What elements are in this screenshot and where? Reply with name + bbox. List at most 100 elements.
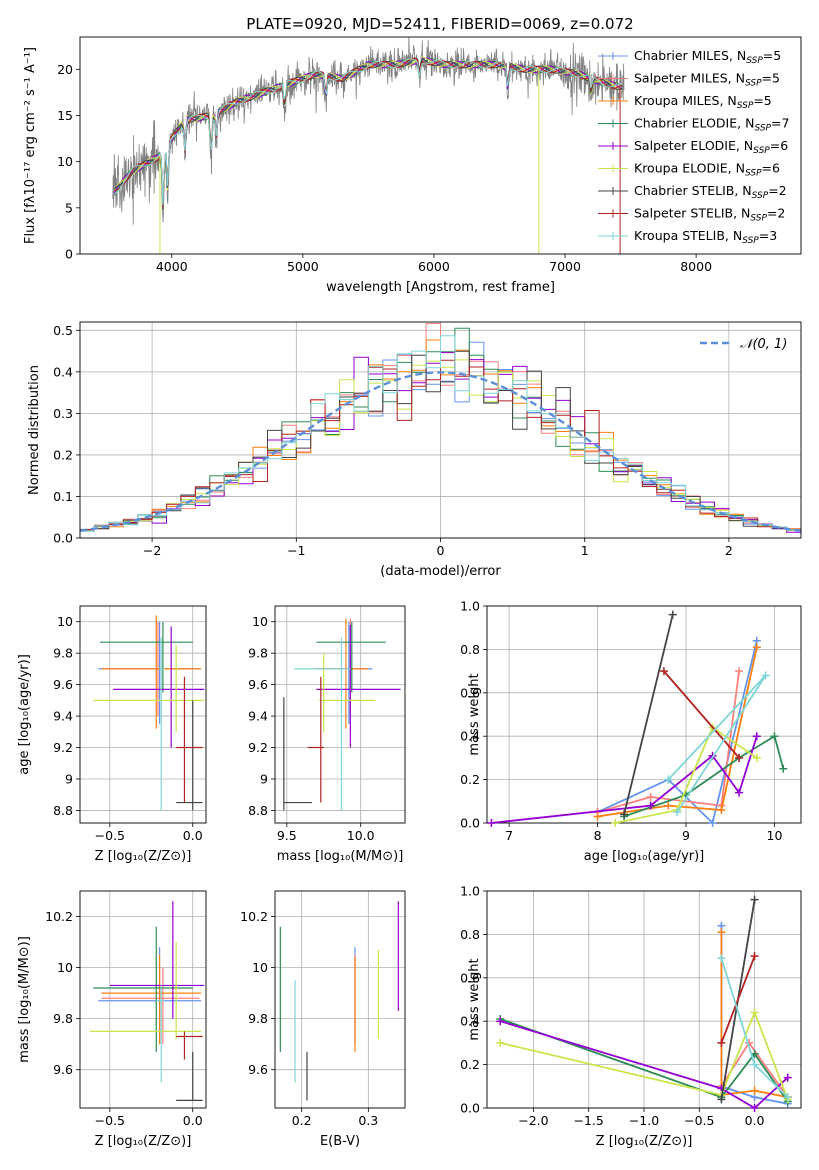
plot-area (89, 901, 205, 1101)
spectrum-model-salp_stelib (113, 57, 623, 208)
plot-area (93, 615, 205, 811)
weight-series-krou_stelib (667, 674, 767, 813)
y-tick-label: 10.2 (45, 909, 73, 924)
gaussian-legend-label: 𝒩(0, 1) (740, 337, 787, 352)
panel-age_vs_mass: 9.5 10.0 8.8 9 9.2 9.4 9.6 9.8 10 mass [log₁₀(M/M… (248, 605, 406, 864)
y-tick-label: 9.2 (248, 740, 268, 755)
y-tick-label: 9.4 (248, 709, 268, 724)
axes-frame (79, 890, 207, 1109)
weight-marker (752, 643, 761, 652)
y-axis-label: mass weight (467, 673, 482, 755)
plot-area (283, 618, 401, 811)
errorbar-salp_stelib (176, 1031, 203, 1060)
y-tick-label: 9 (65, 771, 73, 786)
y-tick-label: 10 (252, 614, 268, 629)
weight-marker (593, 812, 602, 821)
x-axis-label: Z [log₁₀(Z/Z⊙)] (95, 1134, 192, 1149)
errorbar-krou_elodie (93, 645, 205, 732)
x-tick-label: −2 (143, 543, 161, 558)
spectrum-model-krou_miles (113, 58, 623, 205)
x-tick-label: 9 (682, 828, 690, 843)
grid (80, 606, 206, 823)
weight-marker (664, 801, 673, 810)
x-axis-label: Z [log₁₀(Z/Z⊙)] (596, 1134, 693, 1149)
y-tick-label: 10 (252, 960, 268, 975)
x-axis-label: E(B-V) (320, 1134, 360, 1149)
axes-frame (79, 321, 802, 539)
weight-marker (659, 667, 668, 676)
y-tick-label: 0.2 (460, 1057, 480, 1072)
y-axis-label: Normed distribution (27, 365, 42, 495)
x-tick-label: 7 (505, 828, 513, 843)
weight-marker (783, 1093, 792, 1102)
weight-marker (673, 808, 682, 817)
errorbar-salp_stelib (176, 676, 203, 803)
weight-marker (752, 753, 761, 762)
axes-frame (274, 890, 406, 1109)
errorbar-krou_stelib (294, 637, 351, 811)
errorbar-chab_miles (316, 621, 373, 724)
legend-label: Salpeter STELIB, NSSP=2 (634, 206, 785, 224)
weight-marker (779, 764, 788, 773)
y-tick-label: 0.4 (460, 729, 480, 744)
x-tick-label: 5000 (287, 259, 319, 274)
weight-marker (735, 667, 744, 676)
x-tick-label: 0 (437, 543, 445, 558)
x-tick-label: 0.0 (183, 1113, 203, 1128)
legend-label: Chabrier ELODIE, NSSP=7 (634, 116, 789, 134)
y-tick-label: 0.5 (53, 323, 73, 338)
y-tick-label: 0.6 (460, 685, 480, 700)
weight-marker (735, 753, 744, 762)
errorbar-krou_miles (101, 615, 202, 729)
y-tick-label: 0.2 (53, 447, 73, 462)
legend-label: Salpeter MILES, NSSP=5 (634, 71, 780, 89)
weight-marker (611, 819, 620, 827)
x-tick-label: 8 (594, 828, 602, 843)
y-tick-label: 9.6 (53, 1062, 73, 1077)
x-tick-label: 1 (581, 543, 589, 558)
y-tick-label: 9.8 (248, 646, 268, 661)
x-axis-label: Z [log₁₀(Z/Z⊙)] (95, 849, 192, 864)
spectrum-model-chab_stelib (113, 57, 623, 211)
panel-weight_vs_age: 7 8 9 10 0.0 0.2 0.4 0.6 0.8 1.0 age [log₁₀(age/yr… (460, 599, 802, 864)
errorbar-chab_stelib (283, 697, 312, 811)
x-tick-label: 10 (767, 828, 783, 843)
weight-marker (750, 1104, 759, 1112)
panel-spectrum: 4000 5000 6000 7000 8000 0 5 10 15 20 wavelength [… (23, 36, 802, 295)
spectrum-model-salp_miles (113, 57, 623, 207)
weight-series-krou_miles (597, 647, 758, 818)
y-tick-label: 1.0 (460, 884, 480, 899)
weight-marker (646, 792, 655, 801)
y-axis-label: Flux [fλ10⁻¹⁷ erg cm⁻² s⁻¹ A⁻¹] (23, 47, 38, 244)
y-tick-label: 10.2 (240, 909, 268, 924)
x-tick-label: −2.0 (518, 1113, 548, 1128)
weight-marker (496, 1017, 505, 1026)
y-tick-label: 0.8 (460, 927, 480, 942)
plot-area (80, 323, 801, 538)
weight-series-chab_elodie (499, 1018, 789, 1103)
x-tick-label: −0.5 (95, 828, 125, 843)
y-tick-label: 8.8 (248, 803, 268, 818)
x-axis-label: age [log₁₀(age/yr)] (584, 849, 705, 864)
weight-series-krou_elodie (615, 726, 758, 824)
errorbar-salp_elodie (109, 901, 205, 1019)
weight-series-salp_stelib (720, 955, 756, 1044)
grid (275, 606, 405, 823)
x-tick-label: −1.0 (629, 1113, 659, 1128)
y-tick-label: 9 (260, 771, 268, 786)
y-tick-label: 0.3 (53, 406, 73, 421)
spectrum-legend: Chabrier MILES, NSSP=5 Salpeter MILES, NS… (598, 48, 789, 246)
errorbar-krou_stelib (156, 985, 165, 1083)
y-tick-label: 0.8 (460, 642, 480, 657)
spectrum-model-krou_stelib (113, 58, 623, 205)
x-tick-label: 0.3 (358, 1113, 378, 1128)
y-tick-label: 0.0 (53, 531, 73, 546)
axes-frame (274, 605, 406, 824)
y-tick-label: 9.8 (53, 1011, 73, 1026)
weight-marker (750, 895, 759, 904)
x-tick-label: 0.0 (745, 1113, 765, 1128)
x-tick-label: 0.0 (183, 828, 203, 843)
legend-label: Kroupa STELIB, NSSP=3 (634, 228, 777, 246)
weight-marker (750, 1008, 759, 1017)
